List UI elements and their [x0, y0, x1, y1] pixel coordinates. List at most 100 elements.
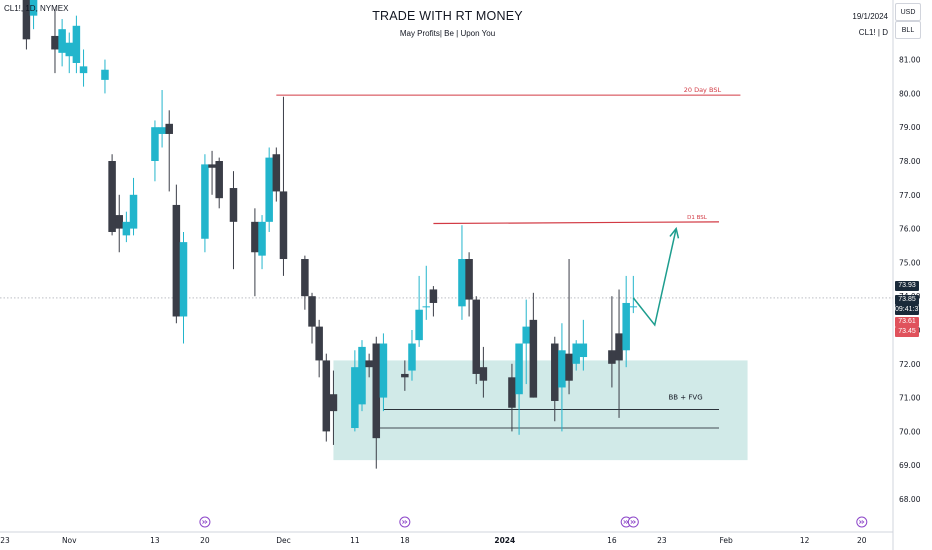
symbol-legend[interactable]: CL1!, 1D, NYMEX: [4, 4, 69, 13]
zone-label: BB + FVG: [668, 393, 702, 401]
candle-body[interactable]: [529, 319, 538, 398]
x-tick-label: 16: [607, 536, 617, 545]
y-tick-label: 75.00: [899, 258, 921, 267]
candle-body[interactable]: [272, 154, 281, 192]
d1-bsl-label: D1 BSL: [687, 215, 708, 221]
candle-body[interactable]: [279, 191, 288, 260]
candle-body[interactable]: [615, 333, 623, 361]
y-tick-label: 80.00: [899, 89, 921, 98]
candle-body[interactable]: [322, 360, 331, 432]
candle-body[interactable]: [415, 309, 423, 341]
d1-bsl-line[interactable]: [433, 221, 720, 225]
candle-body[interactable]: [422, 306, 431, 308]
candle-body[interactable]: [351, 367, 359, 429]
projection-path[interactable]: [632, 228, 677, 327]
candle-body[interactable]: [29, 0, 38, 16]
candle-body[interactable]: [629, 306, 638, 308]
candle-body[interactable]: [165, 123, 173, 134]
candle-body[interactable]: [265, 157, 273, 222]
candle-body[interactable]: [379, 343, 388, 398]
candle-body[interactable]: [65, 42, 74, 57]
candle-body[interactable]: [115, 215, 123, 229]
candle-body[interactable]: [122, 221, 131, 236]
candle-body[interactable]: [551, 343, 559, 401]
candle-body[interactable]: [251, 221, 259, 253]
x-tick-label: 2024: [494, 536, 515, 545]
candle-body[interactable]: [558, 350, 566, 388]
candle-body[interactable]: [365, 360, 373, 368]
candle-body[interactable]: [401, 373, 409, 378]
x-tick-label: Feb: [719, 536, 733, 545]
candle-body[interactable]: [129, 194, 138, 229]
candle-body[interactable]: [579, 343, 588, 358]
candle-body[interactable]: [429, 289, 438, 303]
candle-body[interactable]: [58, 29, 66, 53]
x-tick-label: Nov: [62, 536, 77, 545]
chart-title: TRADE WITH RT MONEY: [372, 9, 523, 23]
bb-fvg-zone[interactable]: [333, 360, 748, 461]
chart-symbol-interval: CL1! | D: [858, 28, 888, 37]
candle-body[interactable]: [372, 343, 381, 439]
candle-body[interactable]: [508, 377, 516, 408]
candle-body[interactable]: [22, 0, 31, 40]
chart-date: 19/1/2024: [852, 12, 888, 21]
candle-body[interactable]: [315, 326, 323, 361]
candle-body[interactable]: [101, 69, 109, 80]
candle-body[interactable]: [201, 164, 209, 239]
y-tick-label: 79.00: [899, 123, 921, 132]
y-tick-label: 68.00: [899, 495, 921, 504]
x-tick-label: 20: [857, 536, 867, 545]
candle-body[interactable]: [229, 188, 238, 222]
day20-bsl-label: 20 Day BSL: [684, 86, 722, 94]
x-tick-label: 12: [800, 536, 810, 545]
candle-body[interactable]: [465, 259, 473, 300]
currency-tag[interactable]: USD: [895, 3, 921, 21]
candle-body[interactable]: [329, 394, 338, 412]
candle-body[interactable]: [515, 343, 523, 395]
candle-body[interactable]: [215, 161, 223, 199]
title-block: TRADE WITH RT MONEY May Profits| Be | Up…: [305, 9, 590, 38]
candle-body[interactable]: [622, 302, 630, 351]
x-tick-label: 23: [0, 536, 10, 545]
candle-body[interactable]: [608, 350, 616, 364]
candle-body[interactable]: [151, 127, 159, 161]
candle-body[interactable]: [258, 221, 266, 256]
candle-body[interactable]: [72, 25, 81, 63]
candle-body[interactable]: [572, 343, 580, 364]
last-price-label-2: 73.85: [895, 295, 919, 306]
y-tick-label: 76.00: [899, 225, 921, 234]
y-tick-label: 78.00: [899, 157, 921, 166]
bll-tag[interactable]: BLL: [895, 21, 921, 39]
chart-subtitle: May Profits| Be | Upon You: [399, 29, 496, 38]
candle-body[interactable]: [522, 326, 530, 344]
x-tick-label: 18: [400, 536, 410, 545]
candle-body[interactable]: [79, 66, 88, 74]
candle-body[interactable]: [472, 299, 480, 374]
x-tick-label: 20: [200, 536, 210, 545]
y-tick-label: 72.00: [899, 360, 921, 369]
candle-body[interactable]: [208, 164, 216, 168]
y-tick-label: 71.00: [899, 394, 921, 403]
candle-body[interactable]: [458, 259, 466, 307]
candle-body[interactable]: [179, 242, 188, 317]
candle-body[interactable]: [172, 204, 181, 317]
candle-body[interactable]: [51, 35, 59, 50]
event-marker-chevron: [402, 520, 408, 524]
candle-body[interactable]: [358, 346, 366, 405]
ask-price-label: 73.45: [895, 326, 919, 337]
candle-body[interactable]: [408, 343, 416, 371]
event-marker-chevron: [202, 520, 208, 524]
countdown-label: 09:41:37: [895, 304, 923, 315]
y-tick-label: 77.00: [899, 191, 921, 200]
candle-body[interactable]: [158, 127, 166, 134]
event-marker-chevron: [859, 520, 865, 524]
candle-body[interactable]: [301, 259, 309, 297]
bid-price-label: 73.61: [895, 316, 919, 327]
candle-body[interactable]: [565, 353, 573, 381]
candle-body[interactable]: [108, 161, 116, 232]
y-tick-label: 69.00: [899, 461, 921, 470]
candle-body[interactable]: [308, 296, 316, 327]
candle-body[interactable]: [479, 367, 488, 381]
